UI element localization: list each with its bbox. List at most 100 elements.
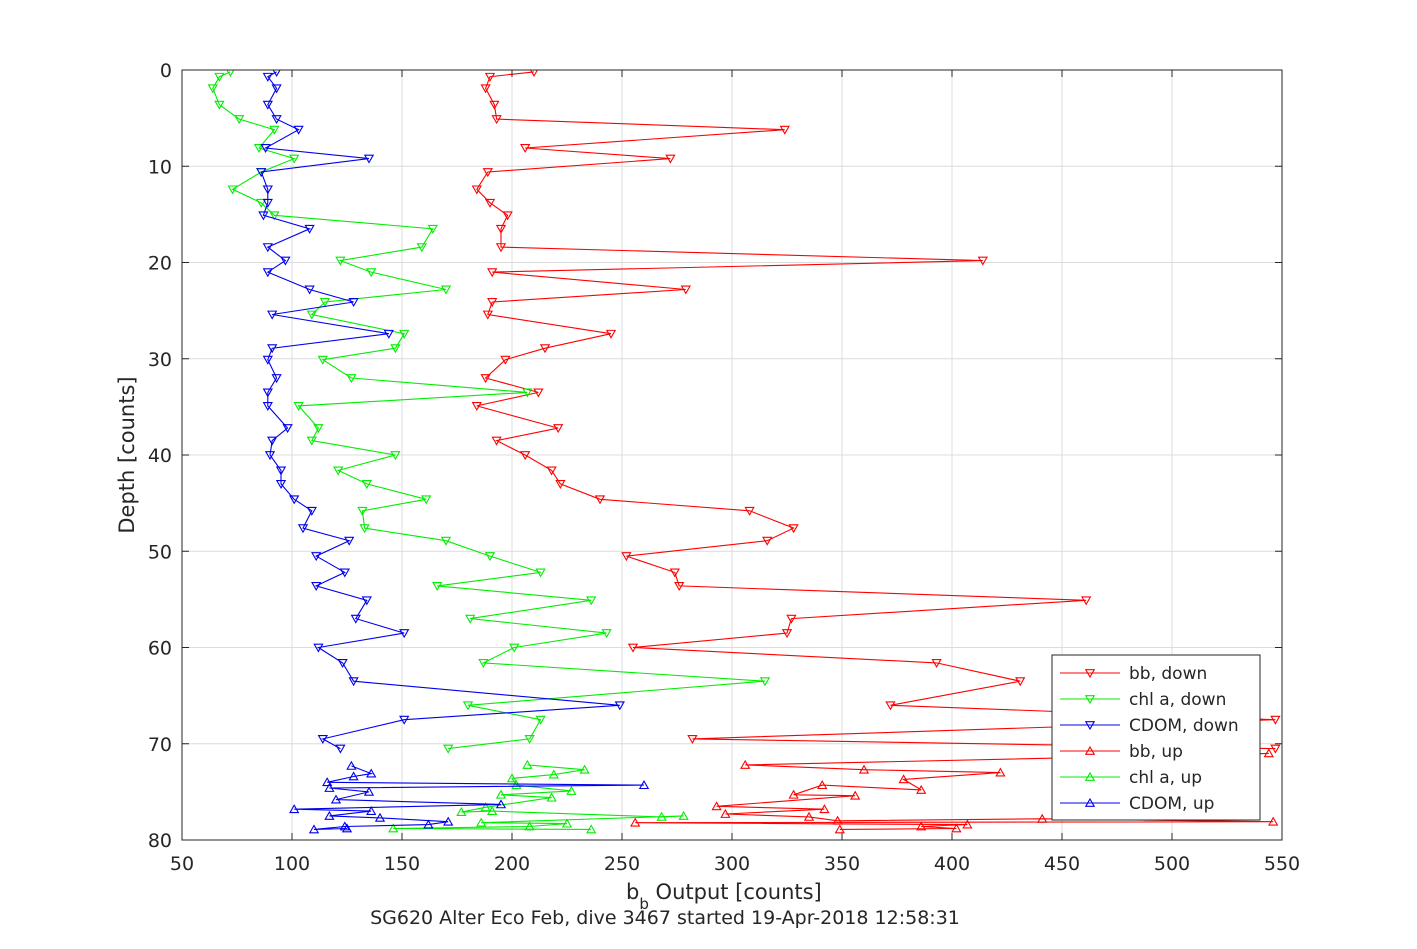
data-point [687, 735, 698, 745]
data-point [487, 298, 498, 308]
data-point [348, 677, 359, 687]
x-tick-label: 200 [494, 853, 530, 875]
y-tick-label: 70 [148, 734, 172, 756]
legend-item: CDOM, down [1060, 716, 1239, 736]
data-point [553, 424, 564, 434]
x-axis-label-main: b [626, 880, 639, 904]
axis-ticks: 50 100 150 200 250 300 350 400 450 500 550 0 10 20 30 4… [148, 60, 1300, 875]
data-point [443, 816, 454, 826]
data-point [524, 821, 535, 831]
data-point [638, 780, 650, 790]
data-point [306, 506, 317, 516]
data-point [858, 764, 870, 774]
legend-box [1051, 654, 1261, 821]
data-point [579, 764, 590, 774]
x-tick-label: 50 [170, 853, 194, 875]
data-point [317, 355, 328, 365]
legend-label: bb, down [1129, 664, 1207, 684]
data-point [546, 792, 557, 802]
data-point [264, 451, 276, 461]
data-point [399, 329, 410, 339]
data-point [226, 70, 235, 78]
data-point [482, 168, 493, 178]
data-point [487, 806, 498, 816]
data-point [269, 211, 280, 221]
data-point [366, 268, 377, 278]
data-point [260, 144, 271, 154]
data-point [555, 479, 566, 489]
data-point [779, 125, 790, 135]
data-point [478, 658, 489, 668]
legend-label: chl a, up [1129, 768, 1202, 788]
y-tick-label: 40 [148, 445, 172, 467]
data-point [1015, 677, 1026, 687]
data-point [293, 402, 304, 412]
legend-item: chl a, down [1060, 690, 1226, 710]
data-point [476, 817, 487, 827]
series-layer [207, 70, 1281, 834]
data-point [482, 310, 493, 320]
data-point [289, 154, 300, 164]
data-point [506, 773, 518, 783]
data-point [267, 436, 278, 446]
data-point [262, 100, 273, 110]
data-point [916, 821, 927, 831]
data-point [511, 780, 522, 790]
data-point [495, 799, 507, 809]
data-point [951, 823, 962, 833]
data-point [465, 614, 476, 624]
x-tick-label: 550 [1264, 853, 1300, 875]
data-point [234, 115, 245, 125]
data-point [262, 243, 273, 253]
data-point [311, 552, 322, 562]
data-point [289, 495, 300, 505]
data-point [484, 198, 496, 208]
data-point [674, 581, 685, 591]
data-point [348, 771, 359, 781]
data-point [669, 568, 680, 578]
data-point [786, 614, 797, 624]
data-point [363, 154, 375, 164]
data-point [898, 774, 909, 784]
legend-item: bb, down [1060, 664, 1207, 684]
legend-label: chl a, down [1129, 690, 1226, 710]
data-point [339, 568, 350, 578]
data-point [267, 310, 278, 320]
data-point [520, 451, 531, 461]
data-point [524, 735, 535, 745]
data-point [1081, 596, 1092, 606]
data-point [304, 224, 315, 234]
data-point [440, 536, 452, 546]
legend-marker [1084, 721, 1096, 731]
data-point [313, 643, 324, 653]
data-point [656, 811, 667, 821]
data-point [262, 198, 273, 208]
data-point [480, 374, 491, 384]
data-point [456, 806, 467, 816]
data-point [548, 769, 559, 779]
data-point [520, 144, 531, 154]
data-point [819, 804, 830, 814]
data-point [333, 466, 344, 476]
legend-marker [1084, 771, 1096, 781]
data-point [207, 84, 218, 94]
data-point [280, 256, 291, 266]
data-point [440, 285, 452, 295]
y-axis-label: Depth [counts] [115, 376, 139, 533]
data-point [817, 780, 828, 790]
series-line [393, 764, 684, 830]
series-chl-a-down [207, 70, 771, 754]
data-point [539, 344, 551, 354]
data-point [289, 804, 300, 814]
data-point [1270, 715, 1281, 725]
legend-marker [1084, 797, 1096, 807]
x-tick-label: 350 [824, 853, 860, 875]
data-point [627, 643, 639, 653]
data-point [262, 355, 273, 365]
legend-label: bb, up [1129, 742, 1183, 762]
data-point [293, 125, 304, 135]
data-point [361, 479, 372, 489]
data-point [337, 658, 348, 668]
data-point [324, 810, 335, 820]
data-point [665, 154, 676, 164]
